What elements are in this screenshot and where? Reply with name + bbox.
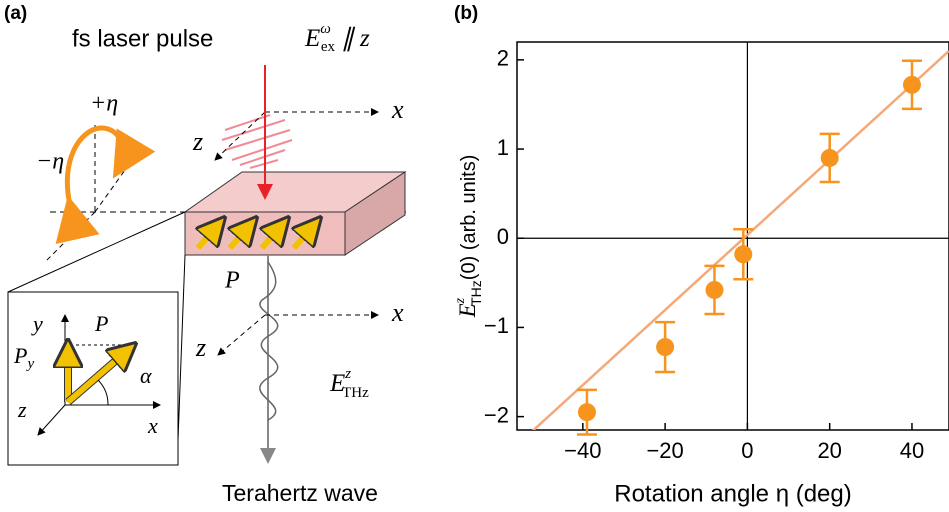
field-thz: Ez THz xyxy=(329,366,369,401)
x-axis-label: Rotation angle η (deg) xyxy=(614,480,852,507)
panel-label: (a) xyxy=(4,3,27,24)
data-point xyxy=(902,75,921,94)
plot-frame xyxy=(516,41,949,431)
y-tick-label: −1 xyxy=(484,313,509,338)
polarization-arrows xyxy=(198,225,314,250)
inset-z: z xyxy=(17,397,27,422)
x-tick-label: 0 xyxy=(741,438,753,463)
inset-py-label: Py xyxy=(13,343,34,372)
data-point xyxy=(820,148,839,167)
inset-alpha: α xyxy=(140,363,152,388)
diagram: (a) fs laser pulse Eω ex ∥ z x z +η −η P … xyxy=(4,3,410,506)
thz-wave xyxy=(259,261,279,421)
rotation-arrow xyxy=(55,125,156,245)
field-ex: Eω ex ∥ z xyxy=(304,21,370,55)
axis-z-top xyxy=(214,111,266,161)
z-label: z xyxy=(195,333,206,362)
p-label: P xyxy=(224,268,240,294)
x-tick-label: 20 xyxy=(817,438,841,463)
inset-y: y xyxy=(31,311,43,336)
wave-label: Terahertz wave xyxy=(222,480,378,506)
y-tick-label: 0 xyxy=(497,224,509,249)
laser-spot xyxy=(221,114,293,169)
plus-eta: +η xyxy=(90,91,118,117)
y-tick-label: 1 xyxy=(497,135,509,160)
data-point xyxy=(656,338,675,357)
y-tick-label: 2 xyxy=(497,46,509,71)
fit-line xyxy=(531,49,949,430)
y-axis-label: EzTHz(0) (arb. units) xyxy=(453,155,483,319)
z-label: z xyxy=(192,127,203,156)
inset-axis-z xyxy=(37,404,66,436)
data-point xyxy=(705,280,724,299)
chart: (b) Rotation angle η (deg) EzTHz(0) (arb… xyxy=(453,3,949,507)
inset-p xyxy=(66,350,128,405)
inset-x: x xyxy=(147,413,158,438)
inset-angle xyxy=(97,379,109,406)
x-tick-label: −40 xyxy=(564,438,601,463)
x-label: x xyxy=(391,95,404,124)
pulse-label: fs laser pulse xyxy=(72,25,213,52)
minus-eta: −η xyxy=(36,149,64,175)
zoom-lines xyxy=(7,211,186,441)
x-label: x xyxy=(391,298,404,327)
data-point xyxy=(577,403,596,422)
data-point xyxy=(734,245,753,264)
x-tick-label: −20 xyxy=(646,438,683,463)
y-tick-label: −2 xyxy=(484,402,509,427)
inset-p: P xyxy=(94,311,108,336)
panel-label: (b) xyxy=(454,3,478,24)
x-tick-label: 40 xyxy=(900,438,924,463)
rotation-axes xyxy=(44,125,126,263)
axis-z-bottom xyxy=(217,314,266,356)
